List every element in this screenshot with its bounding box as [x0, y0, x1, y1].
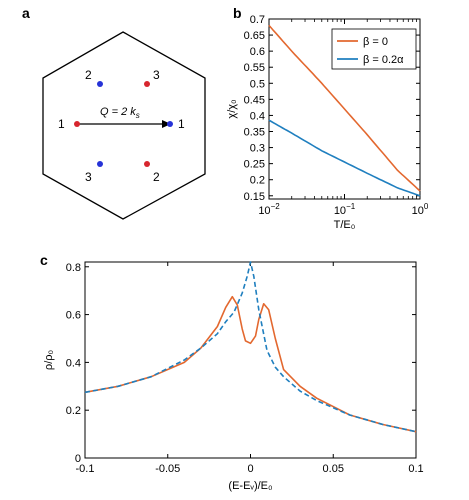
panel-c-chart: 0 0.2 0.4 0.6 0.8 -0.1 -0.05 0 0.05 0.1 (E-Eᵥ)/E₀ ρ… [43, 261, 424, 492]
panel-b-legend-label: β = 0 [363, 36, 388, 48]
panel-c-ytick-label: 0 [75, 453, 81, 465]
panel-c-ytick-label: 0.6 [66, 310, 81, 322]
k-point-label-red-2: 2 [153, 170, 160, 184]
k-point-red-1 [74, 121, 80, 127]
panel-b-xtick-label: 10−2 [258, 202, 280, 217]
panel-b-chart: 0.15 0.2 0.25 0.3 0.35 0.4 0.45 0.5 0.55 0.6 0.65 0… [226, 14, 429, 231]
panel-b-ytick-label: 0.3 [250, 143, 265, 155]
panel-c-xtick-label: 0.05 [323, 463, 344, 475]
panel-b-series-line-0 [268, 24, 421, 192]
q-vector-arrowhead [162, 120, 171, 128]
k-point-label-red-3: 3 [153, 68, 160, 82]
panel-a-letter: a [22, 5, 30, 21]
panel-c-ylabel: ρ/ρ₀ [43, 350, 55, 370]
panel-c-xtick-label: -0.1 [76, 463, 95, 475]
panel-b-ytick-label: 0.35 [244, 127, 265, 139]
panel-b-ytick-label: 0.5 [250, 78, 265, 90]
panel-c-ytick-label: 0.4 [66, 357, 81, 369]
k-point-blue-1 [167, 121, 173, 127]
k-point-red-2 [144, 161, 150, 167]
panel-b-ytick-label: 0.45 [244, 94, 265, 106]
panel-b-ytick-label: 0.7 [250, 14, 265, 26]
brillouin-zone-hexagon [42, 31, 206, 220]
panel-b-ytick-label: 0.65 [244, 30, 265, 42]
panel-c-letter: c [40, 252, 48, 268]
k-point-blue-2 [97, 81, 103, 87]
panel-b-legend-box [331, 28, 417, 70]
panel-b-ytick-label: 0.2 [250, 175, 265, 187]
panel-c-axes-box [84, 261, 417, 459]
panel-c-ytick-label: 0.8 [66, 262, 81, 274]
panel-b-xtick-label: 10−1 [334, 202, 356, 217]
panel-b-ytick-label: 0.4 [250, 110, 265, 122]
panel-b-ylabel: χ/χ₀ [226, 99, 238, 118]
panel-c-series-line-1 [84, 261, 417, 433]
q-vector-label: Q = 2 ks [100, 106, 140, 120]
k-point-label-red-1: 1 [58, 117, 65, 131]
panel-b-ytick-label: 0.6 [250, 46, 265, 58]
panel-b-ytick-label: 0.15 [244, 191, 265, 203]
panel-b-series-line-1 [268, 119, 421, 197]
panel-c-ytick-label: 0.2 [66, 405, 81, 417]
panel-c-xtick-label: -0.05 [155, 463, 180, 475]
panel-c-xtick-label: 0.1 [408, 463, 423, 475]
panel-b-ytick-label: 0.25 [244, 159, 265, 171]
k-point-red-3 [144, 81, 150, 87]
k-point-blue-3 [97, 161, 103, 167]
panel-b-letter: b [233, 5, 242, 21]
k-point-label-blue-2: 2 [85, 68, 92, 82]
panel-c-xlabel: (E-Eᵥ)/E₀ [228, 480, 272, 492]
panel-c-xtick-label: 0 [247, 463, 253, 475]
panel-b-xlabel: T/E₀ [334, 219, 356, 231]
panel-b-legend-label: β = 0.2α [363, 54, 404, 66]
panel-b-ytick-label: 0.55 [244, 62, 265, 74]
panel-b-xtick-label: 100 [412, 202, 429, 217]
panel-c-series-line-0 [84, 295, 417, 433]
k-point-label-blue-1: 1 [178, 117, 185, 131]
k-point-label-blue-3: 3 [85, 170, 92, 184]
